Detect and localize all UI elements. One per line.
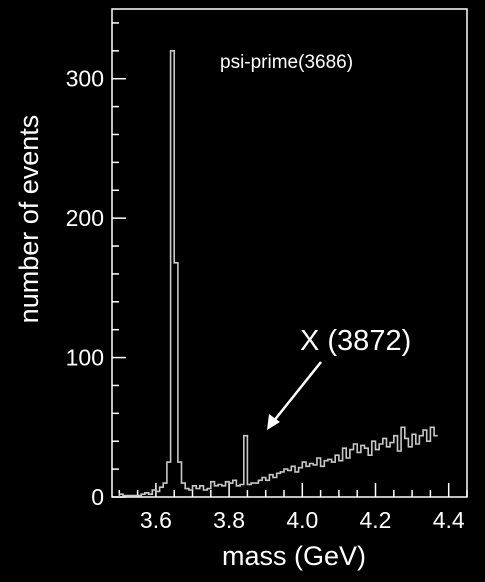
arrow-to-x3872 [267,361,322,430]
x-axis-label: mass (GeV) [222,541,366,571]
y-tick-labels: 0 100 200 300 [66,66,104,510]
annotation-x3872: X (3872) [300,325,411,357]
plot-frame [111,8,468,498]
y-axis-label: number of events [14,115,44,324]
y-tick-label: 300 [66,66,104,92]
x-tick-label: 3.6 [140,507,172,533]
x-tick-label: 4.4 [433,507,465,533]
x-tick-label: 3.8 [213,507,245,533]
x-tick-label: 4.0 [286,507,318,533]
annotation-psi-prime: psi-prime(3686) [220,52,353,73]
y-tick-label: 100 [66,345,104,371]
y-tick-label: 200 [66,205,104,231]
x-tick-label: 4.2 [360,507,392,533]
y-tick-label: 0 [91,484,104,510]
histogram-series [118,50,438,497]
axis-ticks [112,22,468,498]
x-tick-labels: 3.6 3.8 4.0 4.2 4.4 [140,507,465,533]
